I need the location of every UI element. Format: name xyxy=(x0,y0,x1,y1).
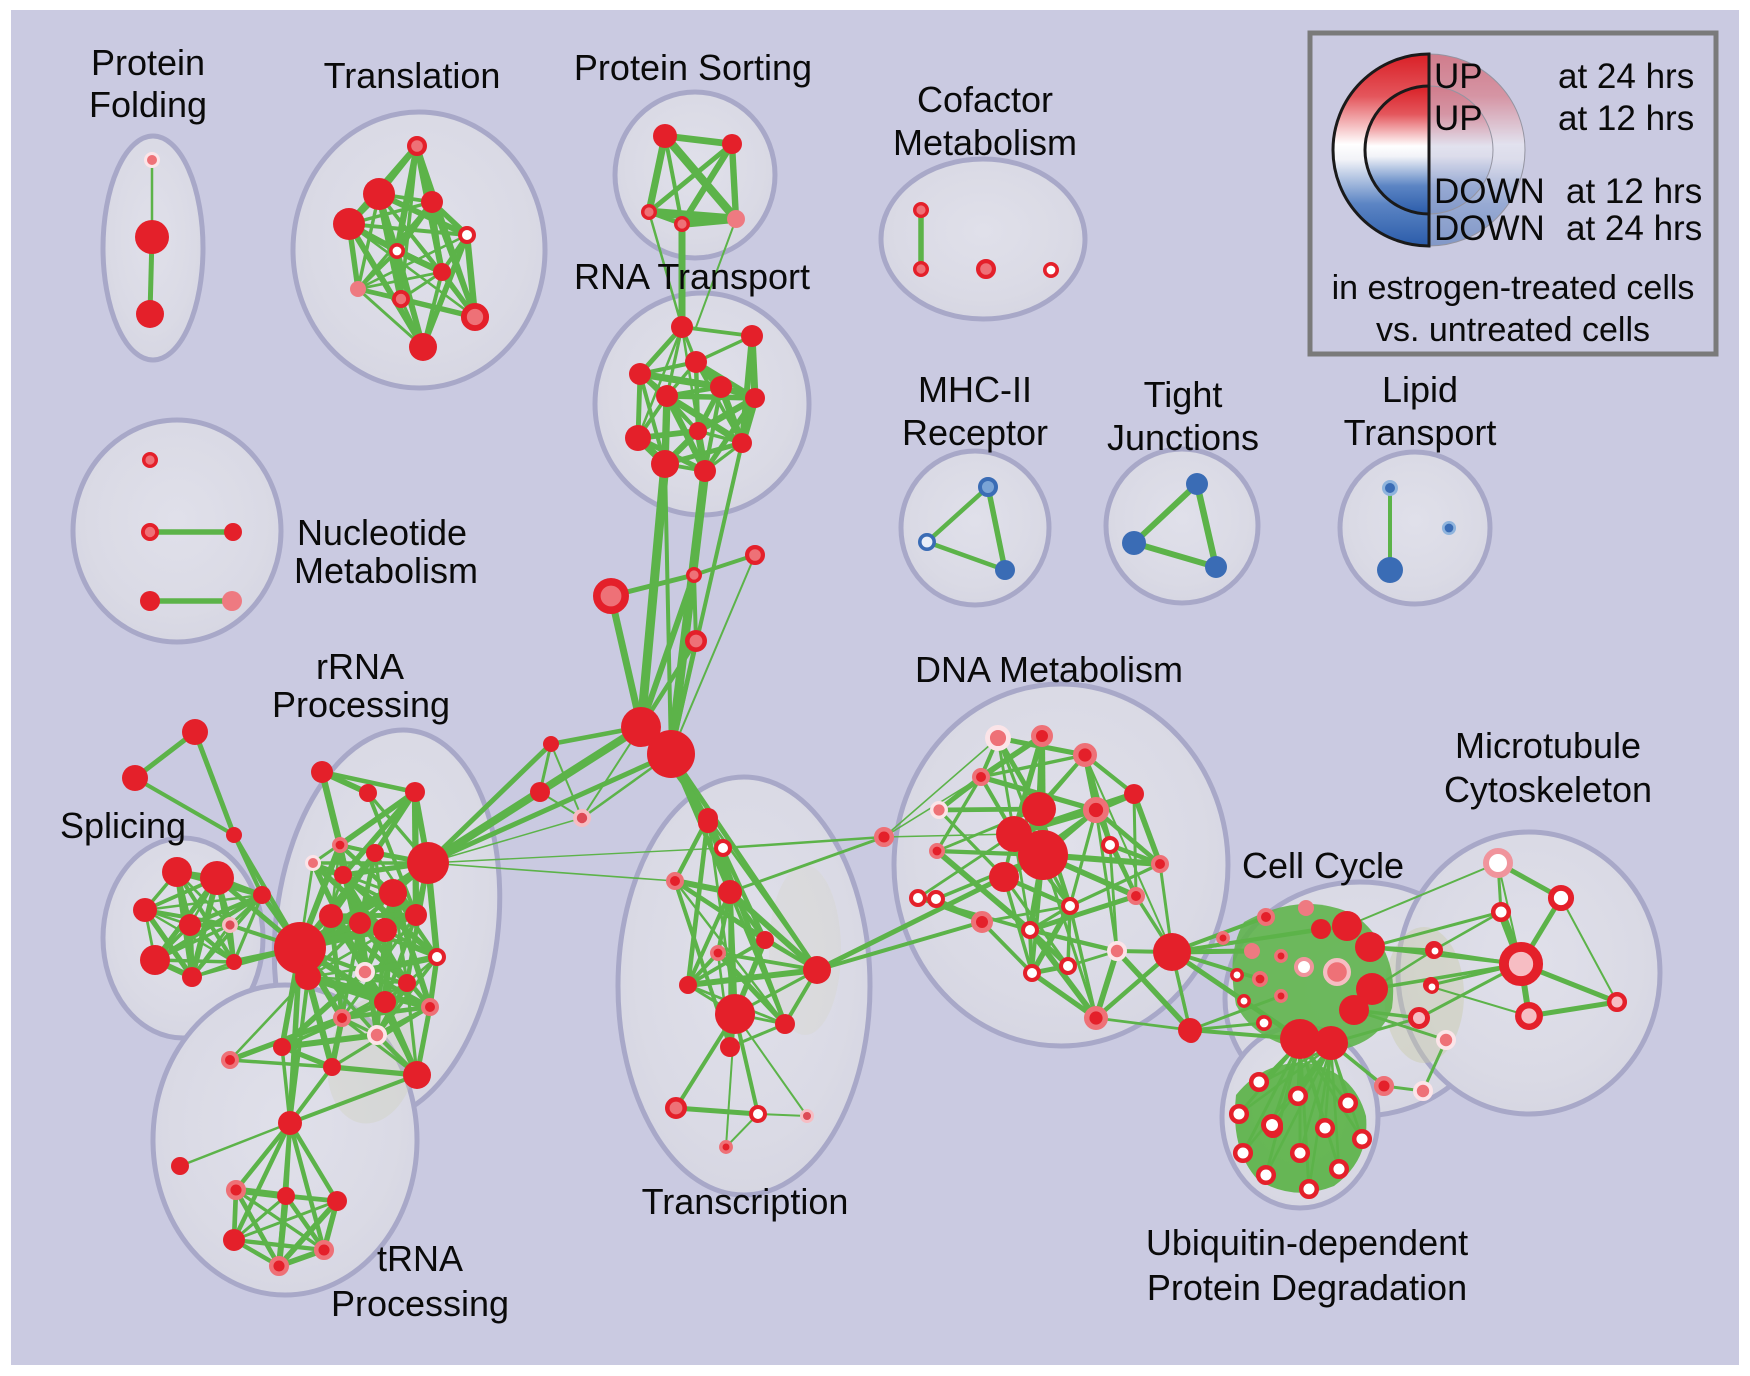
svg-text:Protein Sorting: Protein Sorting xyxy=(574,47,812,88)
svg-text:Lipid: Lipid xyxy=(1382,369,1458,410)
svg-text:rRNA: rRNA xyxy=(316,646,404,687)
svg-text:UP: UP xyxy=(1434,99,1483,138)
svg-text:Processing: Processing xyxy=(331,1283,509,1324)
svg-text:Tight: Tight xyxy=(1144,374,1223,415)
svg-text:Cofactor: Cofactor xyxy=(917,79,1053,120)
svg-text:at 12 hrs: at 12 hrs xyxy=(1566,172,1702,211)
svg-text:Metabolism: Metabolism xyxy=(294,550,478,591)
svg-text:Translation: Translation xyxy=(324,55,501,96)
svg-text:Protein: Protein xyxy=(91,42,205,83)
svg-text:DOWN: DOWN xyxy=(1434,209,1545,248)
svg-text:at 24 hrs: at 24 hrs xyxy=(1566,209,1702,248)
svg-text:Ubiquitin-dependent: Ubiquitin-dependent xyxy=(1146,1222,1468,1263)
svg-text:Cytoskeleton: Cytoskeleton xyxy=(1444,769,1652,810)
svg-text:at 12 hrs: at 12 hrs xyxy=(1558,99,1694,138)
svg-text:UP: UP xyxy=(1434,57,1483,96)
svg-text:Microtubule: Microtubule xyxy=(1455,725,1641,766)
svg-text:Folding: Folding xyxy=(89,84,207,125)
svg-text:DOWN: DOWN xyxy=(1434,172,1545,211)
svg-text:Processing: Processing xyxy=(272,684,450,725)
svg-text:in estrogen-treated cells: in estrogen-treated cells xyxy=(1332,269,1695,307)
svg-text:RNA Transport: RNA Transport xyxy=(574,256,810,297)
svg-text:Transport: Transport xyxy=(1344,412,1497,453)
svg-text:Transcription: Transcription xyxy=(642,1181,849,1222)
svg-text:DNA Metabolism: DNA Metabolism xyxy=(915,649,1183,690)
svg-text:Receptor: Receptor xyxy=(902,412,1048,453)
svg-text:Nucleotide: Nucleotide xyxy=(297,512,467,553)
svg-text:Metabolism: Metabolism xyxy=(893,122,1077,163)
svg-text:vs. untreated cells: vs. untreated cells xyxy=(1376,311,1650,349)
svg-text:tRNA: tRNA xyxy=(377,1238,463,1279)
svg-text:Protein Degradation: Protein Degradation xyxy=(1147,1267,1467,1308)
svg-text:MHC-II: MHC-II xyxy=(918,369,1032,410)
svg-text:Splicing: Splicing xyxy=(60,805,186,846)
svg-text:at 24 hrs: at 24 hrs xyxy=(1558,57,1694,96)
svg-text:Junctions: Junctions xyxy=(1107,417,1259,458)
svg-text:Cell Cycle: Cell Cycle xyxy=(1242,845,1404,886)
